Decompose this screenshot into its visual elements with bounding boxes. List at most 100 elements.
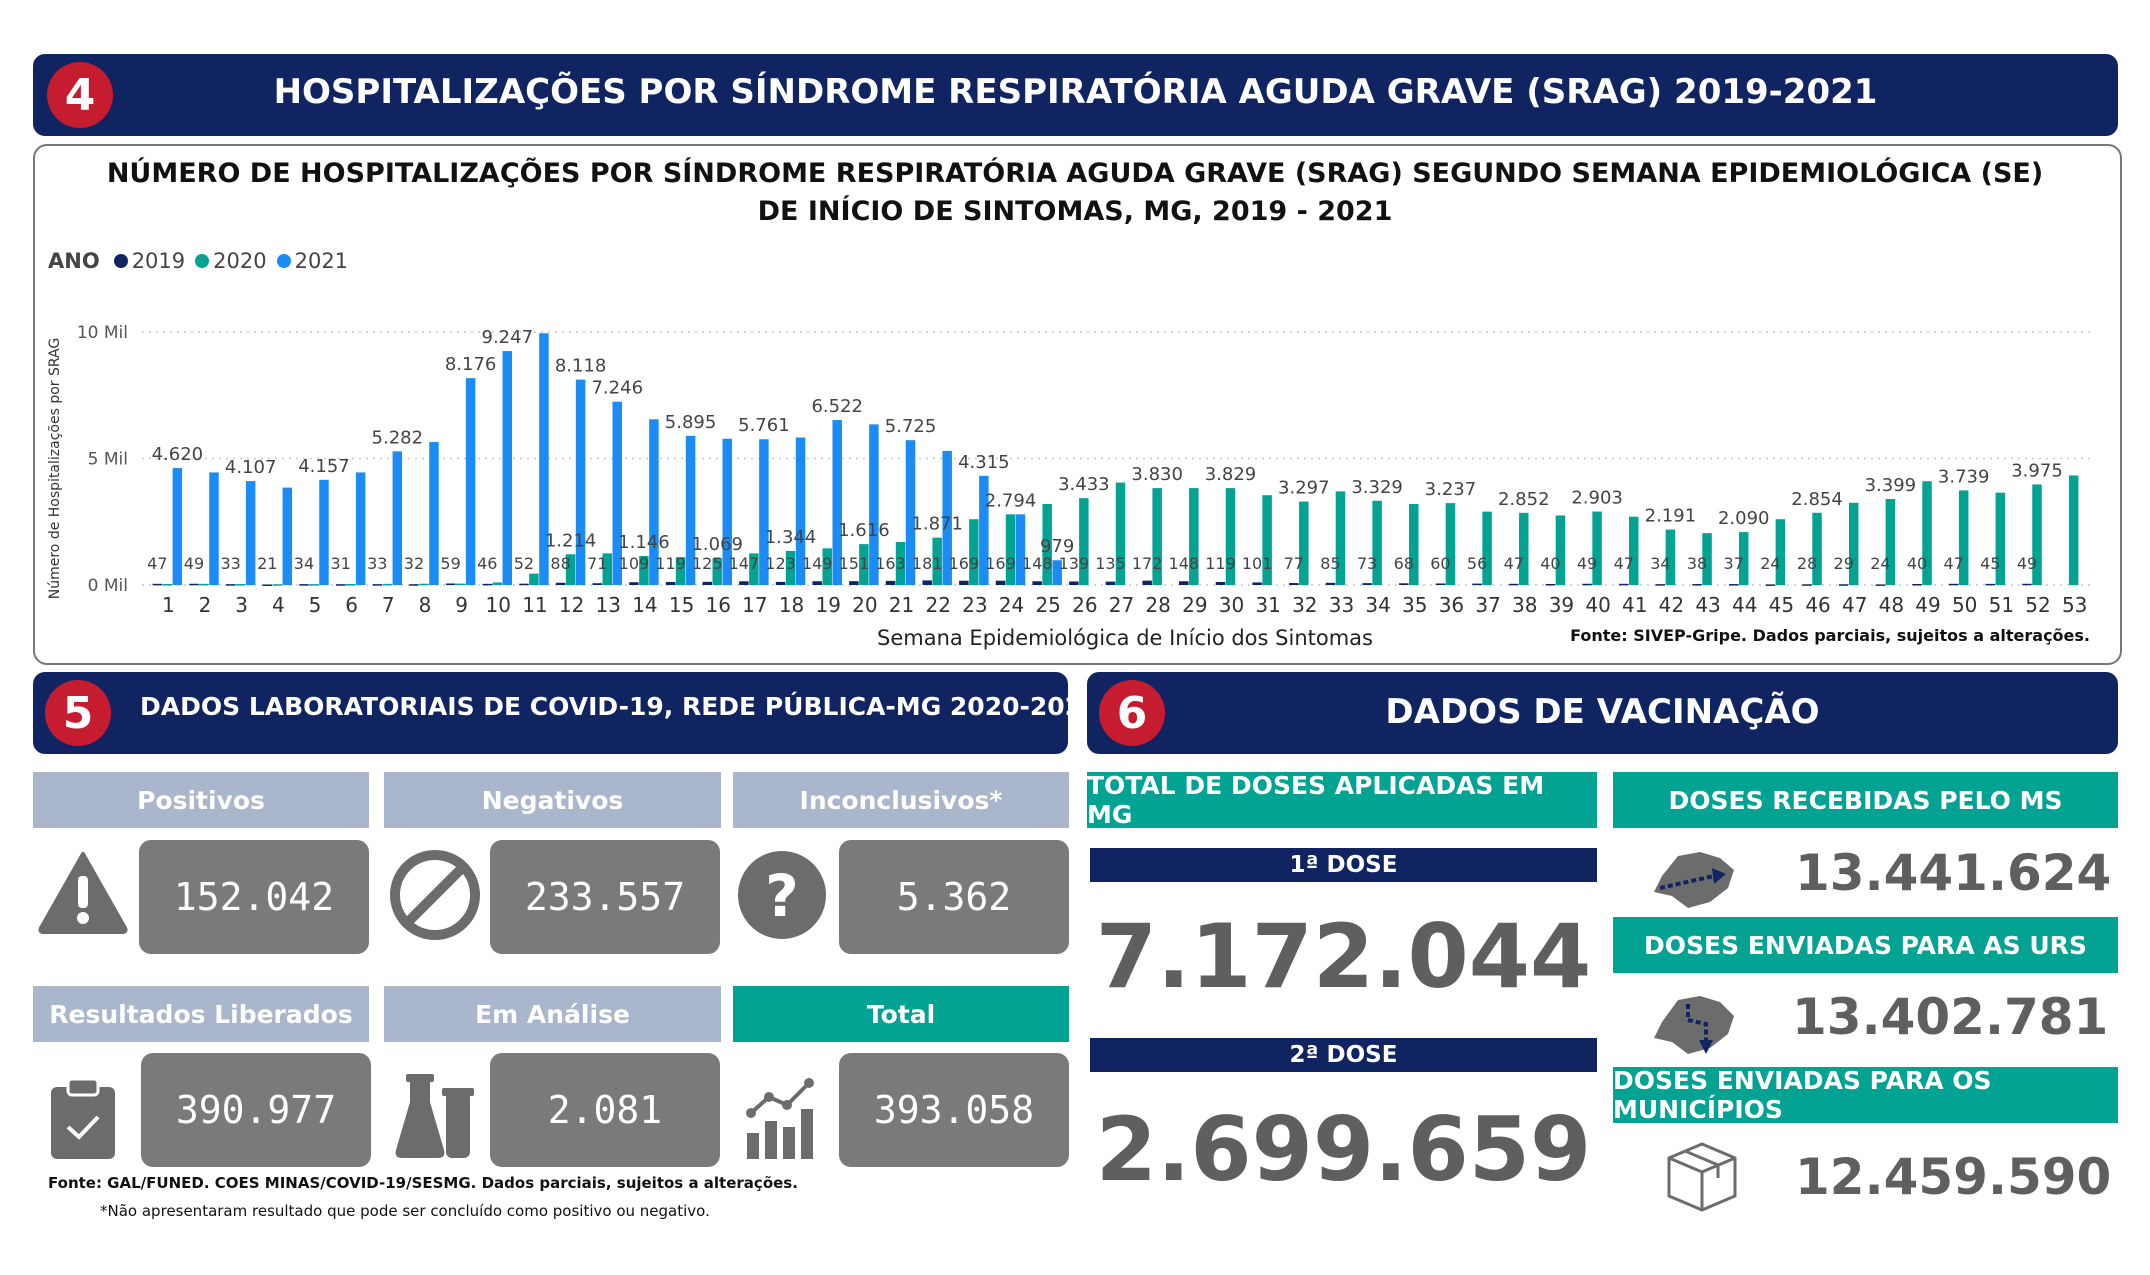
section5-title: DADOS LABORATORIAIS DE COVID-19, REDE PÚ… bbox=[140, 692, 1100, 721]
data-label: 4.620 bbox=[152, 444, 204, 465]
y-tick-label: 0 Mil bbox=[88, 576, 128, 596]
data-label: 60 bbox=[1430, 554, 1450, 573]
em-analise-value: 2.081 bbox=[490, 1053, 720, 1167]
bar-2019-se33 bbox=[1325, 582, 1336, 585]
bar-2019-se2 bbox=[189, 583, 199, 586]
bar-2021-se23 bbox=[979, 475, 989, 585]
x-tick-label: 34 bbox=[1365, 593, 1390, 617]
positivos-header: Positivos bbox=[33, 772, 369, 828]
bar-2019-se17 bbox=[739, 581, 749, 585]
x-tick-label: 17 bbox=[742, 593, 767, 617]
x-tick-label: 27 bbox=[1109, 593, 1134, 617]
data-label: 2.854 bbox=[1791, 489, 1843, 510]
x-tick-label: 6 bbox=[345, 593, 358, 617]
sent-urs-value: 13.402.781 bbox=[1792, 988, 2109, 1046]
bar-2020-se40 bbox=[1592, 511, 1602, 585]
x-tick-label: 12 bbox=[559, 593, 584, 617]
data-label: 28 bbox=[1797, 554, 1817, 573]
x-tick-label: 44 bbox=[1732, 593, 1757, 617]
data-label: 59 bbox=[440, 554, 460, 573]
data-label: 3.433 bbox=[1058, 474, 1110, 495]
data-label: 135 bbox=[1095, 554, 1126, 573]
x-tick-label: 25 bbox=[1035, 593, 1060, 617]
data-label: 1.344 bbox=[765, 527, 817, 548]
x-axis-label: Semana Epidemiológica de Início dos Sint… bbox=[877, 626, 1373, 650]
legend-dot-2021 bbox=[276, 254, 291, 268]
data-label: 5.895 bbox=[665, 412, 717, 433]
data-label: 5.725 bbox=[885, 416, 937, 437]
bar-2021-se9 bbox=[465, 378, 476, 585]
data-label: 34 bbox=[294, 554, 314, 573]
negativos-value: 233.557 bbox=[490, 840, 720, 954]
received-header: DOSES RECEBIDAS PELO MS bbox=[1613, 772, 2118, 828]
bar-2019-se18 bbox=[775, 581, 786, 585]
x-tick-label: 19 bbox=[815, 593, 840, 617]
data-label: 1.214 bbox=[545, 530, 597, 551]
received-value: 13.441.624 bbox=[1795, 844, 2112, 902]
dose1-header: 1ª DOSE bbox=[1090, 848, 1597, 882]
resultados-liberados-header: Resultados Liberados bbox=[33, 986, 369, 1042]
bar-2019-se26 bbox=[1069, 581, 1079, 585]
data-label: 4.107 bbox=[225, 457, 277, 478]
bar-2019-se4 bbox=[262, 584, 273, 586]
x-tick-label: 1 bbox=[162, 593, 175, 617]
warning-icon bbox=[38, 852, 128, 934]
bar-2020-se9 bbox=[455, 583, 466, 586]
data-label: 21 bbox=[257, 554, 277, 573]
bar-2021-se5 bbox=[319, 479, 329, 585]
data-label: 8.118 bbox=[555, 356, 607, 377]
data-label: 172 bbox=[1132, 554, 1163, 573]
bar-2020-se37 bbox=[1482, 511, 1492, 585]
bar-2020-se12 bbox=[565, 554, 576, 585]
bar-2020-se8 bbox=[419, 583, 429, 586]
bar-2020-se49 bbox=[1922, 481, 1932, 585]
x-tick-label: 52 bbox=[2025, 593, 2050, 617]
section5-badge: 5 bbox=[45, 680, 111, 746]
data-label: 3.237 bbox=[1425, 479, 1477, 500]
bar-2019-se20 bbox=[849, 581, 859, 585]
data-label: 29 bbox=[1834, 554, 1854, 573]
bar-2020-se18 bbox=[785, 550, 796, 585]
bar-2021-se6 bbox=[355, 472, 366, 585]
bar-2019-se22 bbox=[922, 580, 932, 585]
data-label: 3.739 bbox=[1938, 466, 1990, 487]
data-label: 2.090 bbox=[1718, 508, 1770, 529]
legend-dot-2019 bbox=[113, 254, 128, 268]
package-box-icon bbox=[1667, 1142, 1737, 1212]
bar-2019-se38 bbox=[1509, 583, 1519, 586]
section5-banner: 5 DADOS LABORATORIAIS DE COVID-19, REDE … bbox=[33, 672, 1099, 754]
bar-2019-se37 bbox=[1472, 583, 1482, 586]
data-label: 3.329 bbox=[1351, 477, 1403, 498]
bar-2020-se36 bbox=[1445, 503, 1456, 585]
bar-2021-se14 bbox=[649, 419, 659, 585]
x-tick-label: 23 bbox=[962, 593, 987, 617]
bar-2020-se22 bbox=[932, 537, 942, 585]
x-tick-label: 14 bbox=[632, 593, 657, 617]
bar-2021-se10 bbox=[502, 351, 513, 585]
resultados-liberados-value: 390.977 bbox=[141, 1053, 371, 1167]
data-label: 6.522 bbox=[811, 396, 863, 417]
bar-2020-se6 bbox=[345, 583, 356, 586]
bar-2020-se23 bbox=[969, 519, 979, 585]
bar-2020-se35 bbox=[1409, 504, 1419, 585]
data-label: 3.829 bbox=[1205, 464, 1257, 485]
bar-2020-se10 bbox=[492, 582, 503, 585]
x-tick-label: 49 bbox=[1915, 593, 1940, 617]
data-label: 1.146 bbox=[618, 532, 670, 553]
data-label: 3.399 bbox=[1865, 475, 1917, 496]
y-axis-label: Número de Hospitalizações por SRAG bbox=[47, 338, 63, 599]
bar-2019-se10 bbox=[482, 583, 493, 586]
x-tick-label: 8 bbox=[419, 593, 432, 617]
data-label: 24 bbox=[1870, 554, 1890, 573]
data-label: 123 bbox=[765, 554, 796, 573]
data-label: 9.247 bbox=[482, 327, 534, 348]
bar-2019-se8 bbox=[409, 584, 419, 586]
sent-mun-value: 12.459.590 bbox=[1795, 1148, 2112, 1206]
bar-2020-se38 bbox=[1519, 512, 1529, 585]
bar-2020-se27 bbox=[1115, 482, 1126, 585]
x-tick-label: 46 bbox=[1805, 593, 1830, 617]
srag-bar-chart: 0 Mil 5 Mil 10 Mil Número de Hospitalizaçõe… bbox=[47, 323, 2093, 650]
bar-2019-se25 bbox=[1032, 581, 1042, 585]
legend-label-2021: 2021 bbox=[294, 249, 349, 273]
bar-2020-se16 bbox=[712, 557, 722, 585]
